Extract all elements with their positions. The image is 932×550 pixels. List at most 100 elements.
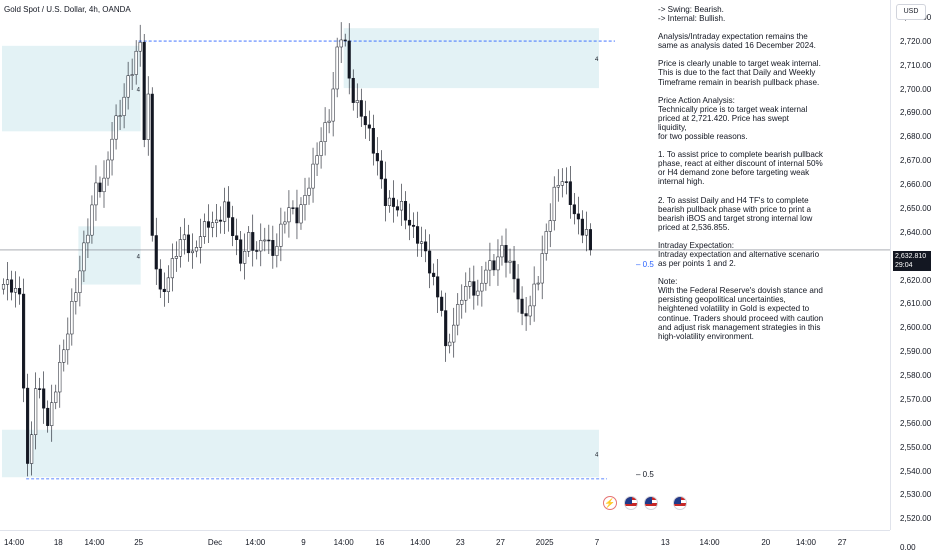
candle-body — [219, 219, 223, 222]
candle-body — [146, 93, 150, 140]
price-axis-label: 2,550.00 — [900, 442, 932, 452]
price-axis-label: 0.00 — [900, 542, 916, 550]
candle-body — [576, 213, 580, 220]
note-swing: -> Swing: Bearish. — [658, 5, 724, 14]
bar-countdown: 29:04 — [895, 262, 913, 269]
candle-body — [448, 341, 452, 347]
candle-body — [508, 260, 512, 263]
candle-body — [387, 197, 391, 206]
candle-body — [190, 250, 194, 254]
candle-body — [78, 270, 82, 293]
candle-body — [584, 229, 588, 236]
time-axis-label: 23 — [455, 538, 465, 547]
candle-body — [299, 204, 303, 224]
candle-body — [235, 235, 239, 240]
candle-body — [215, 219, 219, 223]
candle-body — [371, 128, 375, 154]
candle-body — [162, 288, 166, 293]
candle-body — [26, 387, 30, 464]
candle-body — [267, 239, 271, 242]
note-price-action-title: Price Action Analysis: — [658, 95, 735, 105]
candle-body — [339, 39, 343, 48]
candle-body — [303, 195, 307, 206]
candle-body — [343, 39, 347, 42]
candle-body — [383, 178, 387, 206]
currency-button[interactable]: USD — [896, 4, 926, 20]
candle-body — [9, 279, 14, 293]
candle-body — [118, 115, 122, 117]
candle-body — [395, 206, 400, 211]
price-axis-label: 2,520.00 — [900, 514, 932, 524]
candle-body — [122, 96, 126, 116]
note-intraday-body: Intraday expectation and alternative sce… — [658, 249, 820, 269]
candle-body — [114, 115, 118, 140]
candle-body — [98, 182, 102, 193]
candle-body — [259, 240, 263, 252]
candle-body — [532, 283, 536, 307]
us-flag-icon[interactable] — [644, 496, 658, 510]
candle-body — [263, 239, 267, 242]
time-axis-label: 14:00 — [795, 538, 817, 547]
candle-body — [182, 234, 186, 240]
price-axis-label: 2,590.00 — [900, 347, 932, 357]
time-axis-label: 25 — [134, 538, 144, 547]
note-point-2: 2. To assist Daily and H4 TF's to comple… — [658, 195, 813, 232]
candle-body — [444, 310, 448, 347]
time-axis-label: 14:00 — [245, 538, 266, 547]
candle-body — [464, 285, 468, 301]
fib-level-label: – 0.5 — [636, 470, 654, 479]
candle-body — [367, 124, 371, 129]
candle-body — [560, 181, 564, 186]
time-axis-label: 27 — [837, 538, 847, 547]
candle-body — [94, 182, 98, 206]
candle-body — [407, 219, 412, 226]
us-flag-icon[interactable] — [624, 496, 638, 510]
price-axis-label: 2,600.00 — [900, 323, 932, 333]
candle-body — [198, 236, 203, 248]
price-axis-label: 2,690.00 — [900, 108, 932, 118]
candle-body — [295, 207, 299, 224]
time-axis-label: 14:00 — [333, 538, 354, 547]
candle-body — [275, 246, 279, 256]
us-flag-icon[interactable] — [673, 496, 687, 510]
time-axis-label: 14:00 — [699, 538, 720, 547]
candle-body — [520, 298, 524, 314]
note-analysis: Analysis/Intraday expectation remains th… — [658, 32, 816, 51]
time-axis-label: 18 — [53, 538, 63, 547]
candle-body — [391, 197, 395, 207]
candle-body — [62, 349, 66, 363]
candle-body — [424, 241, 428, 252]
analysis-notes: -> Swing: Bearish. -> Internal: Bullish.… — [658, 5, 828, 350]
note-internal: -> Internal: Bullish. — [658, 14, 726, 24]
candle-body — [283, 221, 287, 225]
candle-body — [564, 181, 568, 183]
candle-body — [255, 250, 259, 252]
candle-body — [540, 253, 544, 284]
note-price-action-body: Technically price is to target weak inte… — [658, 104, 808, 142]
price-axis-label: 2,660.00 — [900, 180, 932, 190]
zone-box — [343, 28, 599, 89]
candle-body — [347, 40, 351, 79]
candle-body — [70, 301, 74, 335]
lightning-icon[interactable]: ⚡ — [603, 496, 617, 510]
candle-body — [496, 256, 500, 271]
candle-body — [154, 235, 158, 270]
candle-body — [247, 232, 251, 252]
candle-body — [327, 120, 331, 123]
candle-body — [58, 362, 62, 393]
candle-body — [134, 50, 138, 75]
candle-body — [186, 234, 190, 254]
candle-body — [375, 153, 379, 162]
time-axis[interactable]: 14:00 18 14:00 25 Dec 14:00 9 14:00 16 14:00 23 27 2… — [0, 530, 890, 550]
candle-body — [580, 218, 584, 236]
price-chart[interactable]: 4 4 4 4 — [0, 0, 890, 530]
candle-body — [500, 245, 504, 258]
price-axis-label: 2,610.00 — [900, 299, 932, 309]
candle-body — [504, 245, 508, 263]
price-axis-label: 2,680.00 — [900, 132, 932, 142]
candle-body — [452, 324, 456, 343]
candle-body — [480, 282, 484, 292]
candle-body — [126, 75, 130, 98]
symbol-title: Gold Spot / U.S. Dollar, 4h, OANDA — [4, 5, 131, 14]
